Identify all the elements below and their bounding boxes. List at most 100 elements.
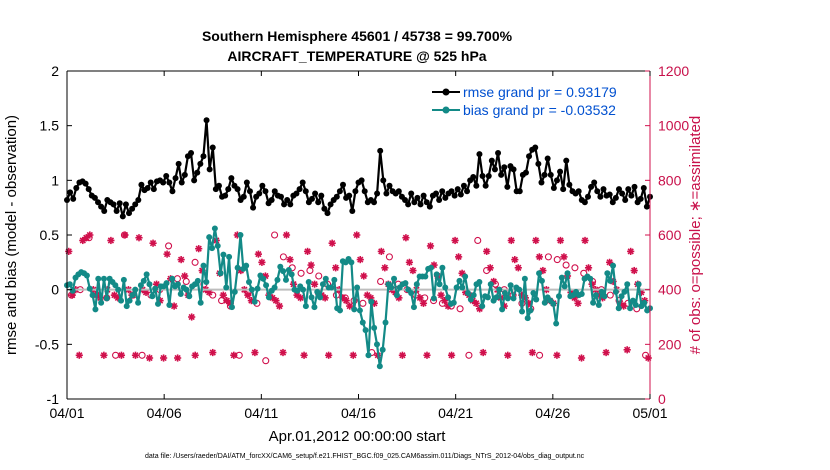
- rmse-point: [516, 188, 523, 195]
- obs-assimilated-marker: [602, 348, 610, 357]
- bias-point: [83, 272, 90, 279]
- bias-point: [265, 294, 272, 301]
- bias-point: [516, 286, 523, 293]
- bias-point: [317, 294, 324, 301]
- legend-box: [428, 80, 646, 120]
- bias-point: [155, 300, 162, 307]
- bias-point: [217, 270, 224, 277]
- bias-point: [368, 298, 375, 305]
- obs-assimilated-marker: [528, 348, 536, 357]
- obs-possible-marker: [544, 253, 552, 261]
- obs-assimilated-marker: [349, 351, 357, 359]
- rmse-point: [464, 188, 471, 195]
- rmse-point: [479, 172, 486, 179]
- rmse-point: [560, 186, 567, 193]
- bias-point: [607, 277, 614, 284]
- rmse-point: [243, 179, 250, 186]
- bias-point: [234, 264, 241, 271]
- rmse-point: [358, 177, 365, 184]
- rmse-point: [172, 175, 179, 182]
- y-tick-label: 1.5: [40, 118, 60, 134]
- y-axis-label-right: # of obs: o=possible; ∗=assimilated: [687, 116, 704, 355]
- obs-possible-marker: [279, 253, 287, 261]
- obs-assimilated-marker: [623, 346, 631, 354]
- rmse-point: [631, 183, 638, 190]
- obs-possible-marker: [438, 299, 446, 307]
- rmse-point: [553, 177, 560, 184]
- chart-title-line1: Southern Hemisphere 45601 / 45738 = 99.7…: [202, 28, 513, 44]
- bias-point: [524, 315, 531, 322]
- rmse-point: [181, 171, 188, 178]
- y-tick-label-right: 600: [658, 227, 682, 243]
- bias-point: [376, 363, 383, 370]
- obs-assimilated-marker: [286, 256, 294, 264]
- bias-point: [123, 303, 130, 310]
- rmse-point: [637, 195, 644, 202]
- obs-possible-marker: [341, 294, 349, 302]
- rmse-point: [541, 171, 548, 178]
- obs-assimilated-marker: [75, 351, 83, 359]
- bias-point: [203, 279, 210, 286]
- rmse-point: [203, 117, 210, 124]
- rmse-point: [408, 190, 415, 197]
- bias-point: [564, 270, 571, 277]
- obs-assimilated-marker: [209, 348, 217, 357]
- obs-assimilated-marker: [258, 258, 266, 266]
- rmse-point: [426, 203, 433, 210]
- bias-point: [533, 296, 540, 303]
- obs-possible-marker: [209, 291, 217, 299]
- bias-point: [166, 301, 173, 308]
- bias-point: [300, 286, 307, 293]
- obs-assimilated-marker: [346, 302, 354, 310]
- bias-point: [152, 285, 159, 292]
- rmse-point: [277, 193, 284, 200]
- rmse-point: [135, 197, 142, 204]
- obs-assimilated-marker: [606, 258, 614, 266]
- obs-assimilated-marker: [514, 264, 522, 272]
- rmse-point: [308, 195, 315, 202]
- x-tick-label: 04/06: [147, 405, 182, 421]
- bias-point: [246, 279, 253, 286]
- bias-point: [305, 279, 312, 286]
- rmse-point: [526, 153, 533, 160]
- bias-point: [624, 281, 631, 288]
- bias-point: [328, 284, 335, 291]
- obs-assimilated-marker: [405, 258, 414, 266]
- bias-point: [248, 286, 255, 293]
- obs-assimilated-marker: [483, 247, 491, 255]
- obs-assimilated-marker: [447, 351, 456, 359]
- bias-point: [493, 294, 500, 301]
- rmse-point: [246, 188, 253, 195]
- bias-point: [578, 291, 585, 298]
- rmse-point: [609, 199, 616, 206]
- bias-point: [140, 277, 147, 284]
- bias-point: [479, 303, 486, 310]
- bias-point: [430, 295, 437, 302]
- obs-assimilated-marker: [325, 351, 333, 359]
- rmse-point: [67, 189, 74, 196]
- rmse-point: [259, 182, 266, 189]
- rmse-point: [504, 183, 511, 190]
- rmse-point: [250, 204, 257, 211]
- rmse-point: [547, 171, 554, 178]
- bias-point: [177, 291, 184, 298]
- obs-assimilated-marker: [451, 236, 459, 245]
- bias-point: [223, 284, 230, 291]
- bias-point: [379, 346, 386, 353]
- rmse-point: [448, 188, 455, 195]
- bias-point: [484, 294, 491, 301]
- obs-assimilated-marker: [627, 247, 635, 255]
- bias-point: [499, 306, 506, 313]
- rmse-point: [454, 186, 461, 193]
- bias-point: [558, 274, 565, 281]
- bias-point: [590, 299, 597, 306]
- obs-assimilated-marker: [381, 264, 389, 272]
- bias-point: [95, 275, 102, 282]
- obs-assimilated-marker: [107, 236, 115, 245]
- bias-point: [530, 289, 537, 296]
- axes: -1 -0.5 0 0.5 1 1.5 2 0 200 400 600 800 1000 1200 04/0…: [35, 63, 689, 421]
- bias-point: [450, 299, 457, 306]
- bias-point: [391, 275, 398, 282]
- bias-point: [561, 283, 568, 290]
- obs-assimilated-marker: [560, 253, 568, 261]
